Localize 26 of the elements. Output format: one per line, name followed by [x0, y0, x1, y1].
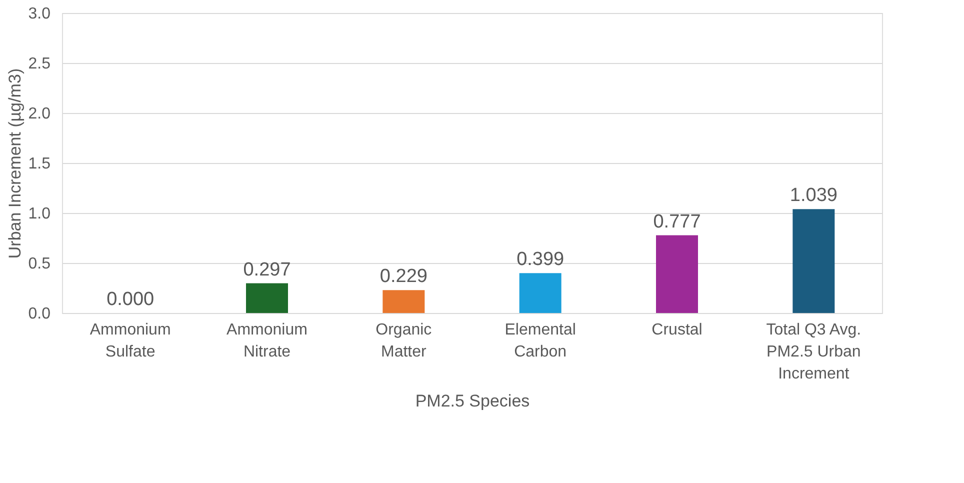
bar — [792, 209, 835, 313]
x-axis-title: PM2.5 Species — [415, 392, 530, 410]
x-tick-label: Crustal — [652, 322, 702, 338]
bar — [656, 235, 698, 313]
x-tick-label: Organic Matter — [376, 322, 432, 360]
bar — [246, 283, 288, 313]
bar — [519, 273, 562, 313]
x-tick-label: Ammonium Sulfate — [90, 322, 171, 360]
data-label: 0.777 — [653, 211, 701, 232]
y-tick-label: 0.5 — [28, 256, 51, 272]
x-tick-label: Ammonium Nitrate — [226, 322, 308, 360]
data-label: 0.000 — [106, 289, 154, 310]
data-label: 0.229 — [380, 266, 428, 288]
y-axis-title: Urban Increment (µg/m3) — [5, 68, 24, 259]
y-tick-label: 3.0 — [28, 6, 51, 22]
data-label: 0.399 — [516, 249, 564, 270]
x-tick-label: Elemental Carbon — [504, 322, 576, 360]
y-tick-label: 1.0 — [28, 206, 51, 222]
data-label: 0.297 — [243, 259, 291, 280]
y-tick-label: 2.0 — [28, 106, 51, 122]
y-tick-label: 0.0 — [28, 306, 51, 322]
data-label: 1.039 — [790, 185, 838, 206]
y-tick-label: 1.5 — [28, 156, 51, 172]
bar — [382, 290, 425, 313]
x-tick-label: Total Q3 Avg. PM2.5 Urban Increment — [766, 322, 862, 382]
y-tick-label: 2.5 — [28, 56, 51, 72]
